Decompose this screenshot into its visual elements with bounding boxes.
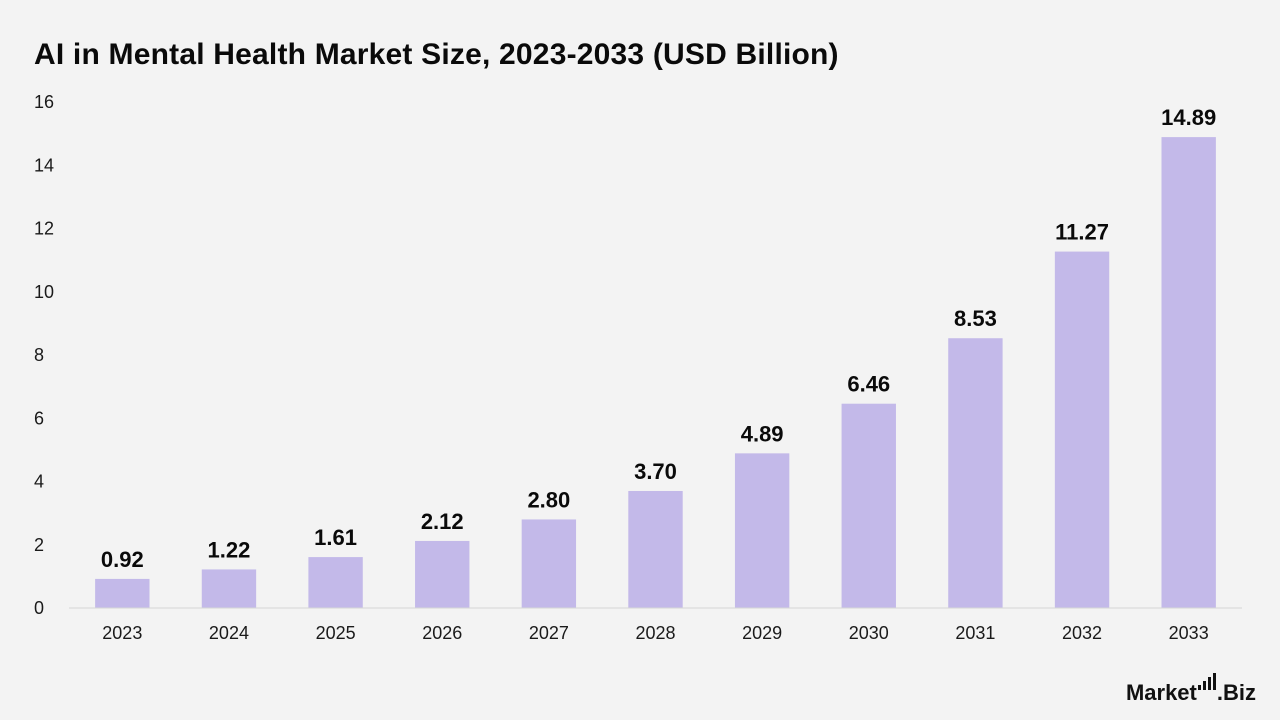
x-tick-label-2025: 2025 <box>316 623 356 643</box>
bar-2023 <box>95 578 150 608</box>
data-label-2033: 14.89 <box>1161 105 1216 130</box>
x-tick-label-2028: 2028 <box>635 623 675 643</box>
data-label-2025: 1.61 <box>314 525 357 550</box>
y-axis: 0 2 4 6 8 10 12 14 16 <box>34 92 54 618</box>
bar-2025 <box>308 557 363 608</box>
y-tick-label: 2 <box>34 535 44 555</box>
x-tick-label-2032: 2032 <box>1062 623 1102 643</box>
bar-2027 <box>521 519 577 608</box>
y-tick-label: 14 <box>34 155 54 175</box>
data-label-2023: 0.92 <box>101 547 144 572</box>
data-label-2028: 3.70 <box>634 459 677 484</box>
data-label-2029: 4.89 <box>741 421 784 446</box>
data-label-2027: 2.80 <box>527 487 570 512</box>
x-tick-label-2031: 2031 <box>955 623 995 643</box>
bars-group <box>95 137 1216 608</box>
bar-2033 <box>1161 137 1216 608</box>
data-label-2024: 1.22 <box>208 537 251 562</box>
y-tick-label: 4 <box>34 472 44 492</box>
x-tick-label-2029: 2029 <box>742 623 782 643</box>
bar-2031 <box>948 338 1003 608</box>
y-tick-label: 8 <box>34 345 44 365</box>
bar-2030 <box>841 403 896 608</box>
x-tick-label-2033: 2033 <box>1169 623 1209 643</box>
data-label-2026: 2.12 <box>421 509 464 534</box>
bar-2028 <box>628 490 683 608</box>
data-label-2032: 11.27 <box>1055 220 1109 245</box>
data-label-2030: 6.46 <box>847 372 890 397</box>
x-tick-label-2026: 2026 <box>422 623 462 643</box>
bar-2024 <box>201 569 257 608</box>
y-tick-label: 6 <box>34 408 44 428</box>
bar-2026 <box>415 540 470 608</box>
logo-text-left: Market <box>1125 680 1197 705</box>
x-tick-label-2027: 2027 <box>529 623 569 643</box>
y-tick-label: 0 <box>34 598 44 618</box>
bar-2029 <box>734 453 790 608</box>
y-tick-label: 10 <box>34 282 54 302</box>
marketbiz-logo: Market .Biz <box>1126 673 1256 706</box>
x-tick-label-2024: 2024 <box>209 623 249 643</box>
chart-title: AI in Mental Health Market Size, 2023-20… <box>34 38 839 71</box>
logo-text-right: .Biz <box>1216 680 1256 705</box>
data-label-2031: 8.53 <box>954 306 997 331</box>
x-tick-label-2030: 2030 <box>849 623 889 643</box>
logo-bars-icon <box>1197 673 1216 690</box>
x-tick-label-2023: 2023 <box>102 623 142 643</box>
x-axis: 2023 2024 2025 2026 2027 2028 2029 2030 2031 2032… <box>69 607 1242 643</box>
y-tick-label: 12 <box>34 219 54 239</box>
data-labels-group: 0.92 1.22 1.61 2.12 2.80 3.70 4.89 6.46 8.53 11.2… <box>101 105 1216 572</box>
y-tick-label: 16 <box>34 92 54 112</box>
bar-2032 <box>1054 251 1110 608</box>
